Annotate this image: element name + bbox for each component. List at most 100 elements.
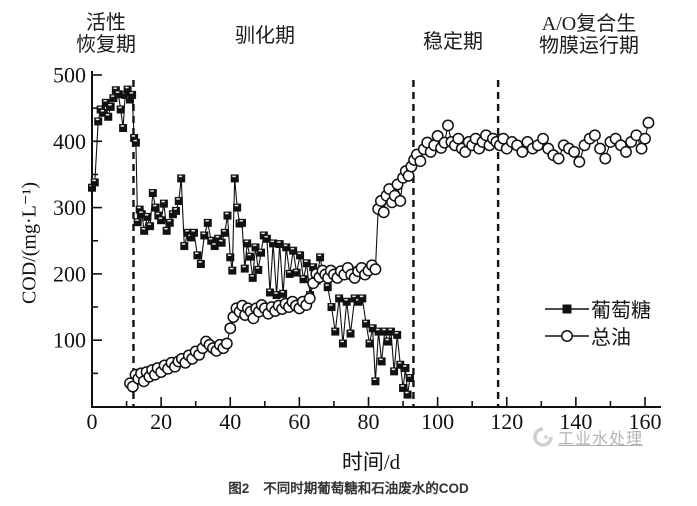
x-tick-label: 20	[150, 409, 172, 434]
glucose-marker	[203, 218, 212, 227]
glucose-marker-highlight	[111, 95, 115, 97]
glucose-marker	[279, 289, 288, 298]
oil-marker	[369, 263, 382, 276]
glucose-marker-highlight	[229, 267, 234, 270]
glucose-marker-highlight	[100, 109, 105, 112]
legend-label-oil: 总油	[591, 327, 631, 349]
glucose-marker-highlight	[348, 330, 352, 333]
glucose-marker	[140, 226, 149, 235]
oil-marker	[552, 152, 565, 165]
glucose-marker-highlight	[376, 328, 380, 331]
glucose-marker	[114, 90, 123, 99]
x-tick-label: 140	[559, 409, 592, 434]
glucose-marker	[401, 364, 410, 373]
glucose-marker-highlight	[176, 198, 180, 200]
glucose-marker	[377, 357, 386, 366]
phase-label-ao-biofilm: A/O复合生 物膜运行期	[539, 13, 639, 57]
phase-label-recovery-line1: 活性	[86, 12, 126, 34]
x-tick-label: 60	[288, 409, 310, 434]
glucose-marker-highlight	[352, 295, 356, 298]
glucose-marker-highlight	[250, 275, 254, 277]
glucose-marker	[186, 233, 195, 242]
glucose-marker	[365, 339, 374, 348]
glucose-marker	[210, 242, 219, 251]
x-axis-title: 时间/d	[341, 450, 401, 474]
glucose-marker	[346, 329, 355, 338]
phase-label-acclimation-line1: 驯化期	[235, 25, 295, 47]
glucose-marker-highlight	[400, 385, 405, 387]
oil-marker	[588, 129, 601, 142]
glucose-marker-highlight	[280, 290, 285, 293]
glucose-marker	[338, 339, 347, 348]
glucose-marker-highlight	[332, 328, 337, 331]
glucose-marker-highlight	[379, 358, 383, 361]
glucose-marker-highlight	[261, 232, 265, 235]
glucose-marker	[193, 251, 202, 260]
glucose-marker-highlight	[153, 204, 157, 207]
glucose-marker	[226, 253, 235, 262]
glucose-marker-highlight	[382, 328, 386, 331]
glucose-marker-highlight	[234, 204, 239, 207]
glucose-marker	[275, 240, 284, 249]
glucose-marker-highlight	[115, 91, 120, 93]
glucose-marker	[393, 330, 402, 339]
phase-label-ao-line2: 物膜运行期	[539, 35, 639, 57]
glucose-marker-highlight	[141, 228, 146, 230]
glucose-marker-highlight	[344, 298, 348, 301]
glucose-marker-highlight	[255, 267, 260, 269]
glucose-marker-highlight	[367, 340, 371, 343]
glucose-marker	[143, 212, 152, 221]
y-tick-label: 400	[53, 129, 86, 154]
glucose-marker-highlight	[391, 368, 396, 371]
glucose-marker-highlight	[247, 253, 251, 256]
glucose-marker	[358, 294, 367, 303]
x-tick-label: 0	[87, 409, 98, 434]
x-tick-label: 100	[421, 409, 454, 434]
glucose-marker	[183, 228, 192, 237]
glucose-marker	[269, 239, 278, 248]
glucose-marker	[331, 327, 340, 336]
glucose-marker	[121, 90, 130, 99]
glucose-marker-highlight	[215, 235, 220, 238]
glucose-marker	[292, 268, 301, 277]
glucose-marker	[272, 291, 281, 300]
glucose-marker-highlight	[120, 125, 125, 127]
glucose-marker-highlight	[225, 212, 229, 215]
caption-label: 图2	[228, 481, 250, 496]
oil-marker	[442, 119, 454, 132]
phase-label-recovery-line2: 恢复期	[76, 34, 136, 56]
oil-marker	[639, 132, 651, 145]
glucose-marker-highlight	[222, 229, 226, 232]
glucose-marker	[101, 98, 110, 107]
glucose-marker-highlight	[325, 284, 329, 286]
cod-time-chart: 100 200 300 400 500 0 20 40 60 80 100 120 140 160	[53, 63, 662, 435]
glucose-marker-highlight	[212, 243, 216, 245]
glucose-marker-highlight	[388, 328, 392, 331]
x-tick-label: 40	[219, 409, 241, 434]
glucose-marker-highlight	[310, 264, 315, 266]
glucose-marker	[243, 239, 252, 248]
oil-legend-marker-icon	[545, 329, 589, 342]
glucose-marker	[240, 264, 249, 273]
glucose-marker-highlight	[329, 304, 333, 306]
glucose-marker-highlight	[301, 276, 305, 278]
glucose-marker-highlight	[363, 320, 368, 323]
glucose-marker	[135, 205, 144, 214]
phase-label-stable-line1: 稳定期	[423, 31, 483, 53]
glucose-marker-highlight	[133, 139, 137, 142]
glucose-marker-highlight	[258, 249, 263, 252]
glucose-marker-highlight	[270, 240, 275, 243]
oil-marker	[220, 337, 233, 350]
glucose-marker-highlight	[98, 106, 102, 109]
glucose-marker-highlight	[167, 220, 171, 222]
glucose-marker-highlight	[239, 220, 244, 222]
glucose-marker-highlight	[158, 217, 163, 219]
glucose-marker	[362, 319, 371, 328]
oil-marker	[537, 132, 549, 145]
glucose-marker	[248, 273, 257, 282]
glucose-marker	[238, 218, 247, 227]
glucose-marker	[257, 248, 266, 257]
glucose-marker-highlight	[370, 325, 374, 327]
glucose-marker	[371, 377, 380, 386]
